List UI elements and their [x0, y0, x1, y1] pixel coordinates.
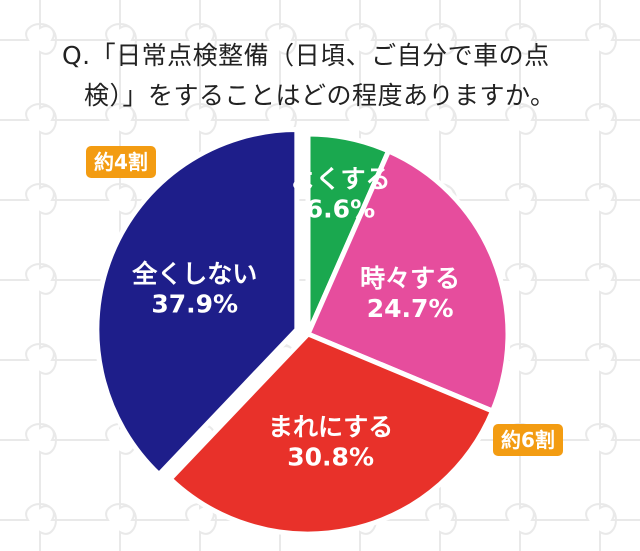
- slice-rarely: [167, 331, 496, 537]
- question-line-1: Q.「日常点検整備（日頃、ご自分で車の点: [62, 41, 550, 70]
- question-title: Q.「日常点検整備（日頃、ご自分で車の点 検）」をすることはどの程度ありますか。: [62, 36, 602, 116]
- slice-rarely-category-label: まれにする: [268, 413, 393, 442]
- slice-rarely-value-label: 30.8%: [287, 443, 374, 472]
- badge-about-60-percent: 約6割: [493, 424, 563, 456]
- slice-often-value-label: 6.6%: [306, 195, 375, 224]
- slice-often-category-label: よくする: [290, 165, 390, 194]
- slice-never-category-label: 全くしない: [131, 260, 257, 289]
- slice-never: [94, 127, 300, 477]
- badge-about-40-percent: 約4割: [86, 146, 156, 178]
- slice-sometimes: [305, 148, 511, 414]
- slice-never-value-label: 37.9%: [151, 290, 238, 319]
- slice-sometimes-value-label: 24.7%: [367, 294, 454, 323]
- slice-sometimes-category-label: 時々する: [360, 264, 460, 293]
- question-line-2: 検）」をすることはどの程度ありますか。: [84, 81, 556, 110]
